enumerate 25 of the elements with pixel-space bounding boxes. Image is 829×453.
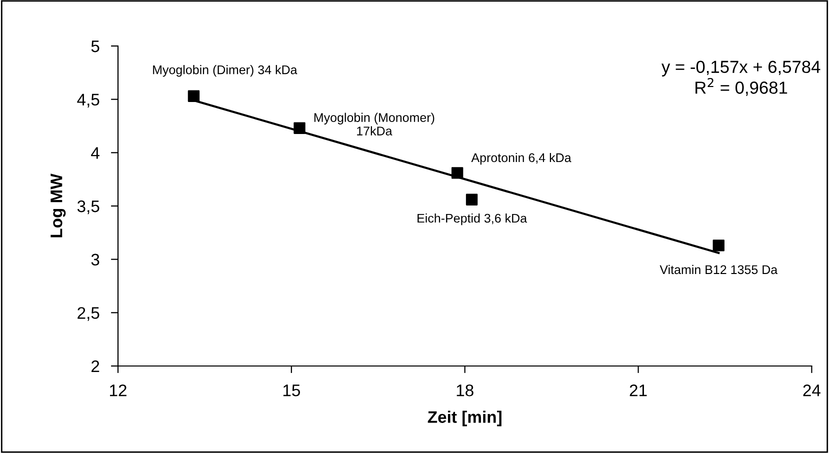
annotation: Vitamin B12 1355 Da xyxy=(660,264,778,274)
y-tick-label: 3 xyxy=(91,254,100,266)
point xyxy=(712,240,724,252)
point xyxy=(188,90,200,102)
annotation: y = -0,157x + 6,5784 R$^{2}$ = 0,9681 xyxy=(662,60,820,96)
point xyxy=(294,122,306,134)
x-tick-label: 24 xyxy=(803,384,820,396)
x-tick-label: 18 xyxy=(456,384,474,396)
y-tick-label: 4,5 xyxy=(77,94,100,108)
y-tick-label: 5 xyxy=(91,40,100,52)
x-axis-title: Zeit [min] xyxy=(428,410,502,426)
annotation: Myoglobin (Monomer) 17kDa xyxy=(314,112,434,136)
point xyxy=(451,167,464,179)
y-tick-label: 2,5 xyxy=(78,307,100,321)
point xyxy=(466,194,478,206)
x-tick-label: 12 xyxy=(110,384,126,396)
y-tick-label: 3,5 xyxy=(77,200,100,214)
x-tick-label: 21 xyxy=(630,384,647,396)
annotation: Myoglobin (Dimer) 34 kDa xyxy=(153,65,298,77)
x-tick-label: 15 xyxy=(283,384,300,396)
y-tick-label: 2 xyxy=(92,360,100,372)
y-tick-label: 4 xyxy=(91,147,100,159)
annotation: Eich-Peptid 3,6 kDa xyxy=(418,213,528,226)
y-axis-title: Log MW xyxy=(50,174,66,238)
annotation: Aprotonin 6,4 kDa xyxy=(471,152,572,165)
